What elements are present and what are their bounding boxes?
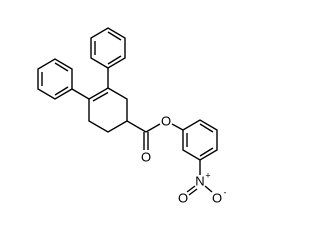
- atom-label: O: [141, 149, 151, 164]
- charge: -: [224, 187, 227, 197]
- ring: [37, 58, 73, 100]
- charge: +: [205, 170, 210, 180]
- atom-label: N: [195, 173, 204, 188]
- molecule-diagram: O O N + O O -: [37, 27, 227, 205]
- ring: [90, 27, 126, 69]
- ring: [88, 87, 128, 133]
- atom-label: O: [178, 190, 188, 205]
- ring: [182, 119, 218, 161]
- atom-label: O: [212, 190, 222, 205]
- bonds: [37, 27, 218, 196]
- atom-label: O: [161, 113, 171, 128]
